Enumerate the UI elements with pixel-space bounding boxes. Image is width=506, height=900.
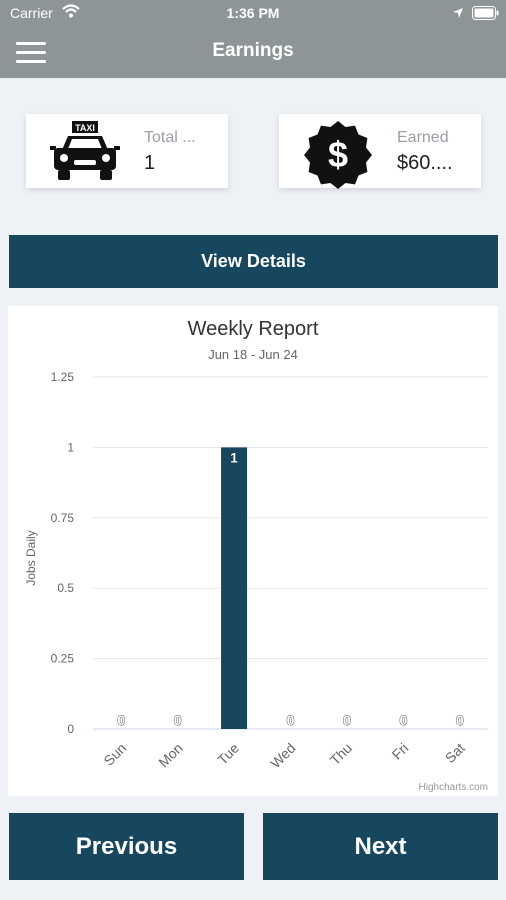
y-tick-label: 1.25 — [51, 370, 75, 384]
data-label-mon: 0 — [174, 712, 182, 728]
wifi-icon — [62, 4, 80, 23]
data-label-sun: 0 — [117, 712, 125, 728]
data-label-fri: 0 — [399, 712, 407, 728]
earned-card: $ Earned $60.... — [279, 114, 481, 189]
page-title: Earnings — [212, 40, 294, 61]
x-tick-sat: Sat — [442, 740, 468, 766]
total-jobs-label: Total ... — [144, 129, 196, 146]
bar-tue[interactable] — [221, 447, 248, 729]
dollar-badge-icon: $ — [303, 120, 373, 195]
chart-subtitle: Jun 18 - Jun 24 — [208, 347, 298, 362]
total-jobs-card: TAXI Total ... 1 — [26, 114, 228, 188]
x-tick-wed: Wed — [267, 740, 298, 771]
earned-label: Earned — [397, 129, 449, 146]
y-tick-label: 0 — [67, 722, 74, 736]
nav-bar: Earnings — [0, 26, 506, 78]
x-tick-tue: Tue — [214, 740, 242, 768]
status-bar: Carrier 1:36 PM — [0, 0, 506, 26]
hamburger-menu-icon[interactable] — [16, 42, 46, 64]
chart-title: Weekly Report — [188, 318, 319, 340]
data-label-tue: 1 — [230, 449, 238, 465]
chart-credit: Highcharts.com — [419, 782, 488, 793]
earned-value: $60.... — [397, 152, 453, 174]
data-label-wed: 0 — [287, 712, 295, 728]
battery-icon — [472, 6, 500, 25]
carrier-label: Carrier — [10, 5, 53, 21]
weekly-report-chart: Weekly Report Jun 18 - Jun 24 Jobs Daily… — [8, 306, 498, 796]
view-details-button[interactable]: View Details — [9, 235, 498, 288]
chart-svg: Weekly Report Jun 18 - Jun 24 Jobs Daily… — [24, 318, 488, 793]
svg-text:$: $ — [328, 134, 348, 175]
total-jobs-value: 1 — [144, 152, 156, 174]
next-button[interactable]: Next — [263, 813, 498, 880]
taxi-icon: TAXI — [50, 120, 120, 187]
x-tick-mon: Mon — [155, 740, 186, 771]
previous-button[interactable]: Previous — [9, 813, 244, 880]
data-label-thu: 0 — [343, 712, 351, 728]
y-tick-label: 1 — [67, 440, 74, 454]
x-tick-thu: Thu — [327, 740, 355, 768]
data-label-sat: 0 — [456, 712, 464, 728]
x-tick-fri: Fri — [389, 740, 412, 763]
x-tick-sun: Sun — [100, 740, 129, 769]
y-axis-label: Jobs Daily — [24, 530, 38, 585]
location-arrow-icon — [452, 6, 464, 24]
status-time: 1:36 PM — [226, 5, 280, 21]
y-tick-label: 0.25 — [51, 652, 75, 666]
y-tick-label: 0.5 — [57, 581, 74, 595]
svg-text:TAXI: TAXI — [75, 123, 95, 133]
y-tick-label: 0.75 — [51, 511, 75, 525]
